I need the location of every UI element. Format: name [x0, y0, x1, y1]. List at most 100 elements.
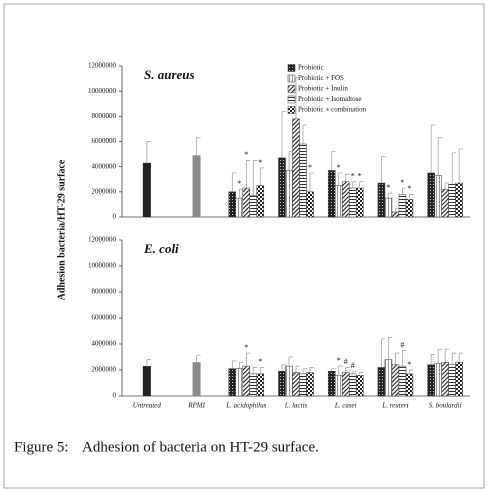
y-tick-label: 8000000: [92, 112, 117, 120]
error-bar: [345, 173, 350, 182]
error-bar: [231, 172, 237, 192]
y-tick-label: 10000000: [88, 87, 117, 95]
error-bar: [444, 348, 450, 363]
bar: [434, 363, 442, 397]
legend-swatch: [287, 106, 296, 114]
error-bar: [359, 372, 364, 376]
bar: [256, 373, 265, 397]
bar: [192, 362, 201, 396]
bar: [285, 170, 293, 218]
bar: [306, 372, 314, 397]
bar: [448, 364, 456, 397]
bar: [455, 361, 463, 397]
error-bar: [395, 352, 400, 365]
bar: [249, 373, 258, 397]
error-bar: [309, 172, 314, 192]
significance-mark: *: [400, 178, 404, 187]
error-bar: [402, 187, 407, 195]
bar: [285, 365, 293, 397]
error-bar: [430, 124, 436, 173]
bar: [405, 199, 414, 218]
bar: [327, 170, 336, 218]
significance-mark: *: [407, 360, 411, 369]
error-bar: [437, 348, 443, 364]
error-bar: [402, 350, 407, 367]
bar: [306, 191, 314, 218]
x-tick-label: L. acidophilus: [225, 402, 266, 410]
error-bar: [231, 360, 237, 369]
y-tick-label: 10000000: [88, 262, 117, 270]
legend-label: Probiotic + Inulin: [298, 85, 348, 93]
error-bar: [196, 137, 201, 156]
x-tick-label: L. reuteri: [381, 402, 408, 410]
error-bar: [331, 368, 336, 372]
bar: [441, 361, 449, 397]
error-bar: [259, 167, 265, 186]
bar: [391, 364, 400, 397]
y-tick-label: 4000000: [92, 340, 117, 348]
error-bar: [381, 338, 386, 368]
error-bar: [252, 367, 258, 374]
bar: [341, 181, 350, 218]
error-bar: [302, 368, 307, 374]
caption-text: Adhesion of bacteria on HT-29 surface.: [82, 439, 319, 455]
error-bar: [238, 361, 244, 369]
error-bar: [352, 181, 357, 189]
x-tick-label: S. boulardii: [429, 402, 462, 410]
error-bar: [295, 76, 300, 119]
significance-mark: #: [351, 361, 355, 370]
bar: [256, 185, 265, 218]
bar: [192, 155, 201, 217]
error-bar: [281, 364, 286, 372]
bar: [377, 367, 386, 397]
y-tick-label: 6000000: [92, 314, 117, 322]
bar: [142, 162, 151, 217]
y-tick-label: 6000000: [92, 137, 117, 145]
error-bar: [245, 352, 251, 367]
error-bar: [345, 367, 350, 373]
bar: [355, 187, 364, 218]
error-bar: [388, 192, 393, 199]
error-bar: [451, 352, 457, 365]
bar: [448, 184, 456, 218]
frame: [3, 3, 485, 489]
error-bar: [245, 160, 251, 189]
y-tick-label: 2000000: [92, 366, 117, 374]
bar: [292, 118, 300, 218]
bar: [348, 373, 357, 397]
error-bar: [352, 370, 357, 374]
error-bar: [388, 337, 393, 360]
y-tick-label: 4000000: [92, 162, 117, 170]
bar: [334, 374, 343, 397]
error-bar: [288, 356, 293, 367]
x-tick-label: Untreated: [133, 402, 162, 410]
bar: [242, 365, 251, 397]
bar: [355, 374, 364, 397]
bar: [327, 371, 336, 397]
error-bar: [259, 367, 265, 374]
bar: [427, 172, 435, 218]
error-bar: [281, 110, 286, 158]
legend-swatch: [287, 95, 296, 104]
bar: [228, 368, 237, 397]
bar: [434, 175, 442, 218]
caption-label: Figure 5:: [14, 439, 69, 455]
bar: [278, 157, 286, 218]
bar: [235, 368, 244, 397]
error-bar: [437, 137, 443, 176]
error-bar: [146, 141, 151, 163]
x-tick-label: L. casei: [334, 402, 357, 410]
significance-mark: *: [308, 163, 312, 172]
bar: [292, 372, 300, 397]
y-tick-label: 0: [113, 392, 117, 400]
x-tick-label: L. lactis: [284, 402, 308, 410]
significance-mark: *: [407, 184, 411, 193]
bar: [341, 372, 350, 397]
significance-mark: *: [386, 183, 390, 192]
y-axis-label: Adhesion bacteria/HT-29 surface: [56, 159, 67, 300]
y-tick-label: 2000000: [92, 187, 117, 195]
error-bar: [146, 359, 151, 367]
legend-label: Probiotic: [298, 64, 324, 72]
y-tick-label: 8000000: [92, 288, 117, 296]
error-bar: [409, 369, 414, 374]
